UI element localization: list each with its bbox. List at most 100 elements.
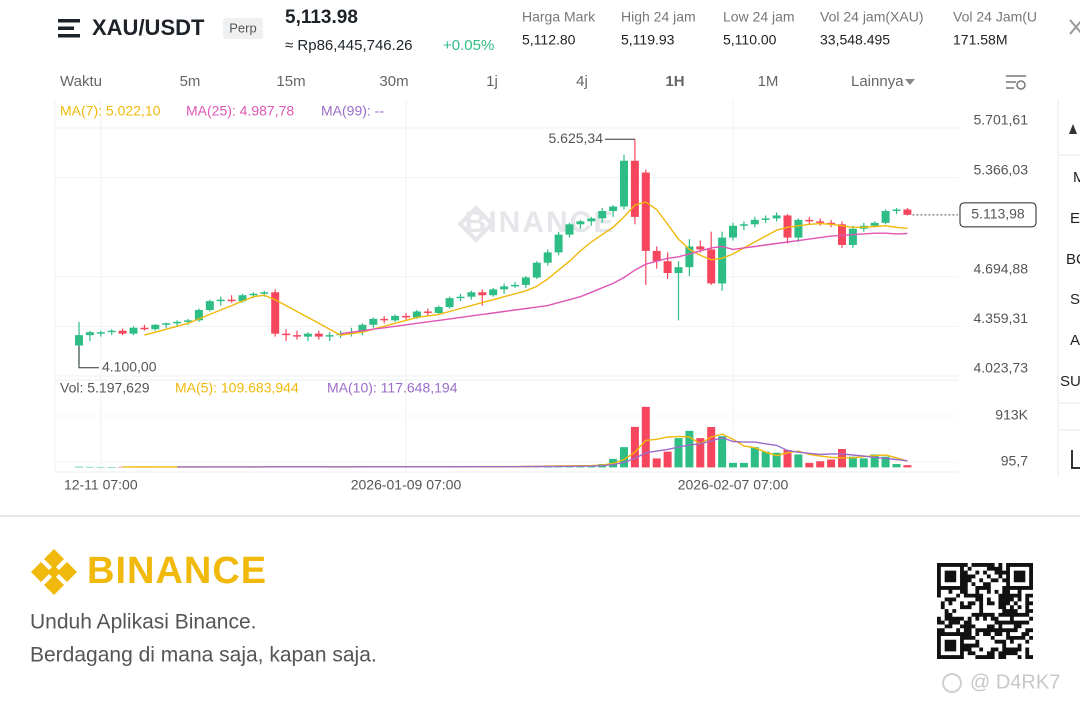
candle-body [260, 292, 269, 294]
candle-body [423, 311, 432, 313]
candle-body [271, 292, 280, 334]
low-pointer [78, 345, 99, 369]
volume-bar [674, 438, 683, 468]
candle-body [478, 292, 487, 296]
menu-icon[interactable] [58, 19, 80, 38]
timeframe-tab[interactable]: 4j [576, 73, 588, 90]
candle-body [314, 333, 323, 337]
chart-watermark: BINANCE [465, 206, 616, 239]
vol-legend: MA(10): 117.648,194 [327, 380, 458, 396]
volume-bar [859, 458, 868, 468]
candle-body [598, 210, 607, 219]
candle-body [663, 261, 672, 274]
volume-bar [620, 447, 628, 468]
ma-line [340, 232, 908, 335]
chart-settings-icon[interactable] [1006, 75, 1026, 90]
candle-body [140, 327, 149, 330]
last-price-tag [959, 202, 1037, 228]
volume-bar [641, 406, 650, 468]
timeframe-tab[interactable]: 15m [276, 73, 305, 90]
timeframe-tab[interactable]: 5m [180, 73, 201, 90]
y-tick-label: 5.366,03 [974, 161, 1029, 177]
candle-body [532, 262, 541, 278]
volume-bar [761, 451, 770, 468]
stat-value: 5,112.80 [522, 32, 576, 48]
candle-body [554, 234, 563, 253]
timeframe-tab[interactable]: 1j [486, 73, 498, 90]
candle-body [674, 267, 683, 274]
y-tick-label: 4.359,31 [974, 310, 1029, 326]
candle-body [729, 225, 737, 238]
sidebar-icon[interactable] [1071, 450, 1080, 469]
volume-bar [903, 465, 912, 468]
volume-bar [685, 430, 694, 468]
candle-body [194, 310, 203, 321]
candle-body [543, 252, 552, 263]
volume-bar [783, 449, 792, 468]
candle-body [369, 318, 378, 325]
candle-body [118, 330, 127, 334]
candle-body [772, 215, 781, 219]
candle-body [107, 330, 116, 333]
candle-body [696, 246, 705, 250]
sidebar-item[interactable]: BC [1066, 251, 1080, 268]
timeframe-tab[interactable]: 1H [665, 73, 684, 90]
candle-body [903, 209, 912, 215]
volume-bar [707, 427, 716, 468]
volume-bar [652, 458, 661, 468]
ma-line [144, 201, 908, 336]
last-price: 5,113.98 [285, 7, 358, 28]
qr-code [937, 563, 1033, 659]
timeframe-tab[interactable]: 30m [379, 73, 408, 90]
timeframe-tab[interactable]: Waktu [60, 73, 102, 90]
x-tick-label: 12-11 07:00 [64, 477, 138, 493]
volume-bar [881, 456, 890, 468]
sidebar-item[interactable]: SU [1060, 373, 1080, 390]
watermark-logo [457, 205, 495, 243]
sidebar-item[interactable]: A [1070, 332, 1080, 349]
timeframe-tab[interactable]: 1M [758, 73, 779, 90]
dropdown-arrow[interactable] [905, 79, 915, 85]
candle-body [521, 277, 530, 285]
candle-body [881, 210, 890, 223]
qr-modules [937, 563, 1033, 659]
last-price-label: 5.113,98 [971, 206, 1025, 222]
candle-body [358, 324, 367, 333]
sidebar-item[interactable]: E [1070, 210, 1080, 227]
stat-value: 5,110.00 [723, 32, 777, 48]
candle-body [434, 307, 443, 313]
close-icon[interactable] [1069, 19, 1080, 35]
brand-logo [31, 549, 77, 595]
timeframe-tab[interactable]: Lainnya [851, 73, 904, 90]
sidebar-item[interactable]: S [1070, 291, 1080, 308]
volume-bar [816, 461, 825, 468]
stat-label: Harga Mark [522, 9, 596, 25]
volume-bar [848, 456, 857, 468]
candle-body [85, 332, 94, 336]
candle-body [685, 246, 694, 268]
candle-body [805, 219, 814, 222]
y-tick-label: 95,7 [1001, 453, 1028, 469]
volume-bar [870, 454, 879, 468]
volume-bar [772, 452, 781, 468]
candle-body [238, 295, 247, 302]
candle-body [184, 320, 192, 322]
candle-body [707, 249, 716, 284]
local-price: ≈ Rp86,445,746.26 [285, 37, 413, 54]
symbol[interactable]: XAU/USDT [92, 15, 205, 40]
stat-value: 5,119.93 [621, 32, 675, 48]
sidebar-item[interactable]: M [1073, 169, 1080, 186]
volume-bar [729, 462, 737, 468]
volume-bar [892, 464, 901, 468]
candle-body [456, 296, 465, 299]
candle-body [380, 318, 389, 321]
sidebar-icon[interactable] [1069, 124, 1077, 134]
candle-body [816, 221, 825, 223]
candle-body [347, 332, 356, 334]
candle-body [129, 327, 138, 334]
watermark-icon [942, 673, 962, 693]
stat-label: Vol 24 jam(XAU) [820, 9, 923, 25]
vol-legend: MA(5): 109.683,944 [175, 380, 299, 396]
